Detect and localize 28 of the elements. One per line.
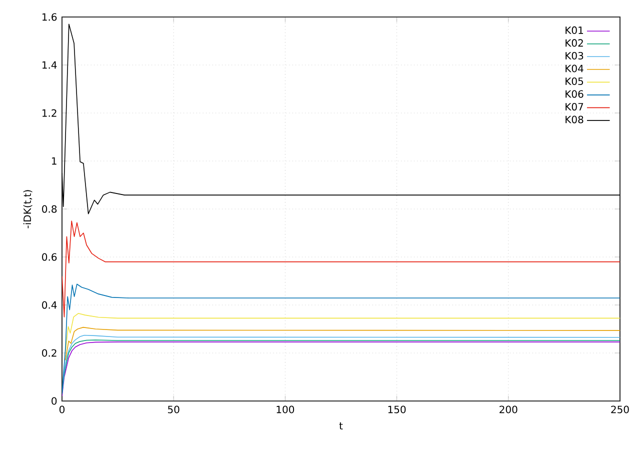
y-tick-label: 1.6 — [42, 13, 57, 21]
y-tick-label: 1.2 — [42, 109, 56, 117]
y-tick-label: 0.4 — [42, 301, 57, 309]
x-tick-label: 200 — [500, 406, 518, 414]
y-tick-label: 0.2 — [42, 349, 56, 357]
legend-label: K01 — [566, 26, 583, 34]
x-tick-label: 0 — [59, 406, 65, 414]
x-tick-label: 250 — [611, 406, 629, 414]
y-tick-label: 0.6 — [42, 253, 57, 261]
line-series — [62, 284, 620, 394]
x-tick-label: 100 — [276, 406, 294, 414]
y-tick-label: 0.8 — [42, 205, 57, 213]
legend-label: K02 — [566, 39, 583, 47]
y-tick-label: 1.4 — [42, 61, 57, 69]
legend-label: K03 — [566, 52, 584, 60]
y-tick-label: 1 — [52, 157, 56, 165]
x-axis-title: t — [339, 422, 343, 430]
legend-label: K05 — [566, 77, 584, 86]
y-tick-label: 0 — [52, 397, 57, 405]
legend-label: K04 — [566, 64, 584, 72]
legend-label: K06 — [566, 90, 584, 98]
x-tick-label: 50 — [168, 406, 180, 414]
line-series — [62, 24, 620, 214]
legend-label: K07 — [566, 102, 584, 111]
y-axis-title: -iDK(t,t) — [23, 190, 32, 228]
line-series — [64, 326, 620, 361]
legend-label: K08 — [566, 116, 584, 124]
x-tick-label: 150 — [388, 406, 406, 414]
